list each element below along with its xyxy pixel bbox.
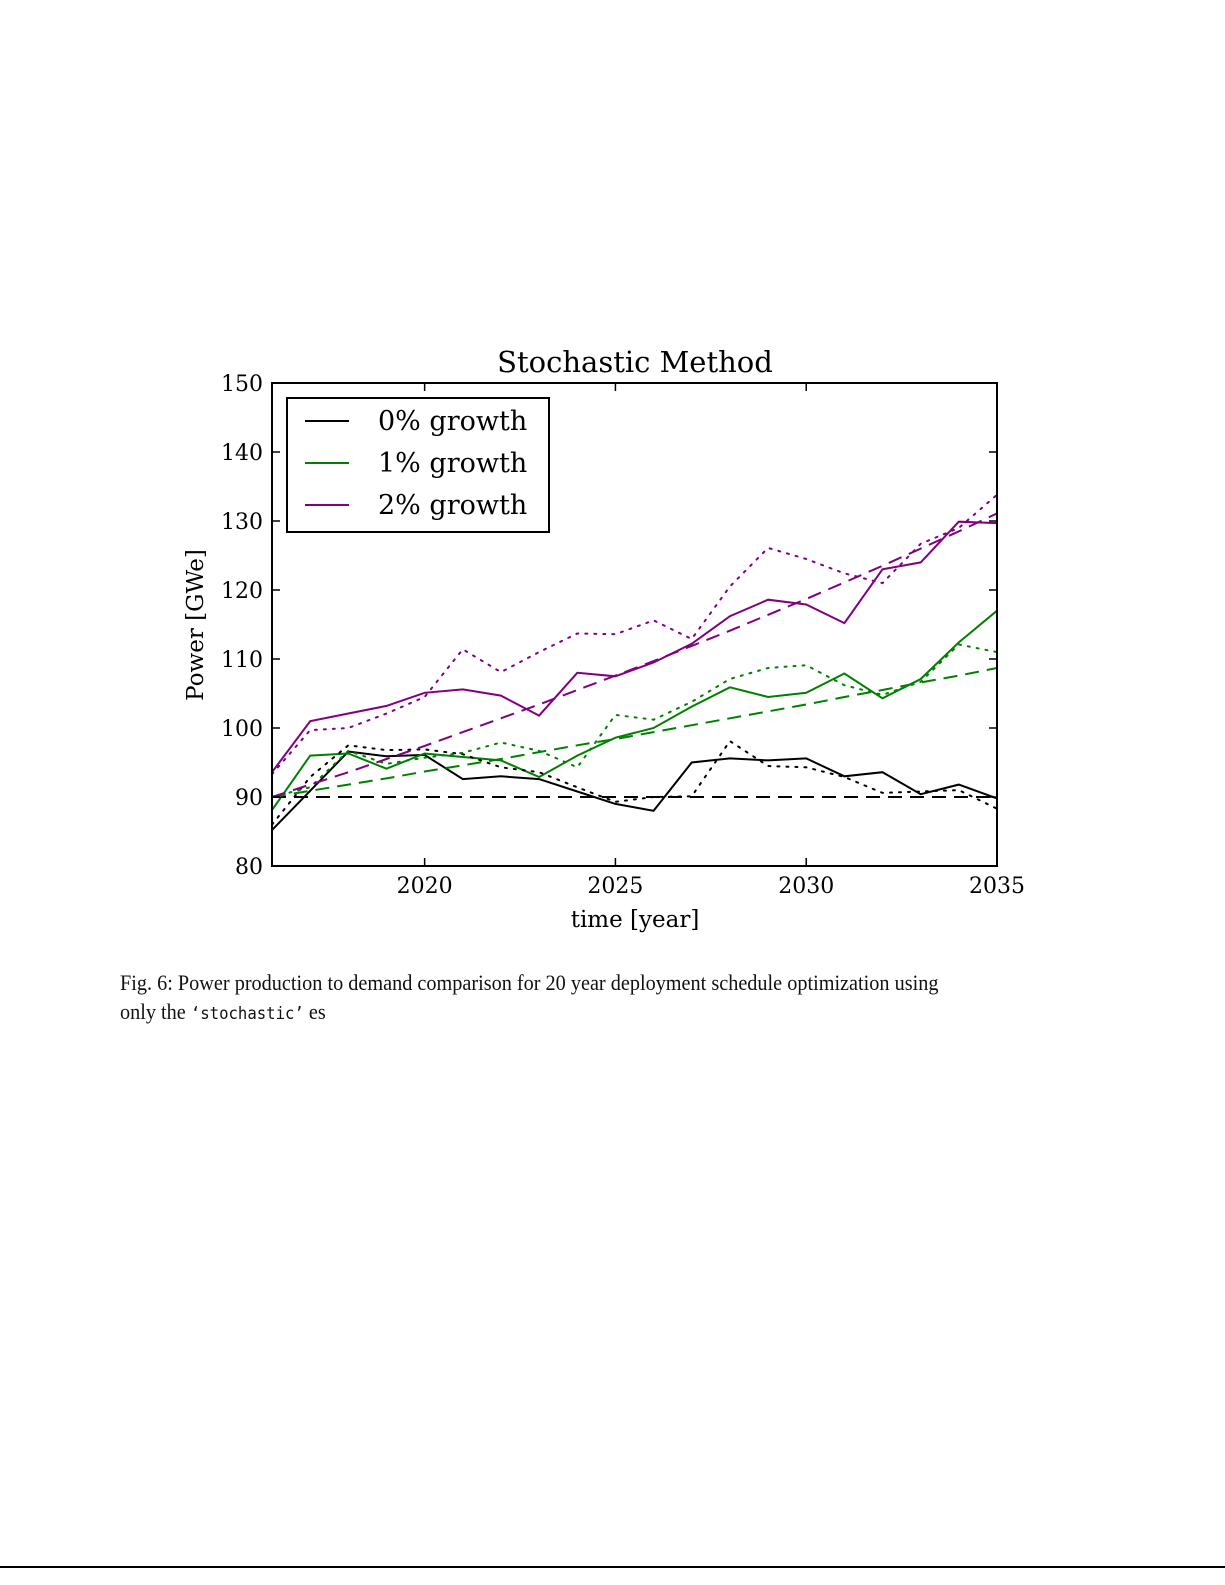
y-tick-label: 140 [221, 441, 263, 466]
legend: 0% growth 1% growth 2% growth [286, 397, 550, 533]
caption-line-1: Fig. 6: Power production to demand compa… [120, 970, 939, 995]
power-chart: Stochastic Method 2020 2025 2030 2035 80 90 10… [183, 345, 1025, 933]
chart-title: Stochastic Method [497, 345, 773, 379]
series-line-dotted-5 [271, 493, 998, 776]
y-tick-label: 90 [235, 786, 263, 811]
series-line-dashed-8 [271, 512, 998, 798]
x-tick-label: 2035 [969, 874, 1025, 899]
series-line-0-growth [271, 750, 998, 831]
y-tick-label: 110 [221, 648, 263, 673]
y-axis-label: Power [GWe] [183, 549, 209, 701]
caption-text-end: es [303, 999, 326, 1024]
caption-code: ‘stochastic’ [190, 1004, 304, 1024]
series-line-2-growth [271, 520, 998, 773]
x-tick-label: 2030 [778, 874, 834, 899]
y-tick-label: 120 [221, 579, 263, 604]
legend-label: 0% growth [378, 406, 527, 437]
x-tick-label: 2025 [587, 874, 643, 899]
series-line-dotted-4 [271, 643, 998, 798]
figure-caption: Fig. 6: Power production to demand compa… [120, 968, 1022, 1029]
y-tick-label: 80 [235, 855, 263, 880]
series-line-dotted-3 [271, 739, 998, 826]
ticks-layer: 2020 2025 2030 2035 80 90 100 110 120 130 140 150 [221, 372, 1025, 899]
plot-frame [271, 382, 998, 867]
x-tick-label: 2020 [397, 874, 453, 899]
y-tick-label: 100 [221, 717, 263, 742]
y-tick-label: 150 [221, 372, 263, 397]
page-bottom-rule [0, 1566, 1225, 1568]
caption-line-2: only the ‘stochastic’ es [120, 997, 1022, 1029]
series-line-1-growth [271, 609, 998, 811]
series-line-dashed-7 [271, 667, 998, 798]
legend-label: 1% growth [378, 448, 527, 479]
y-tick-label: 130 [221, 510, 263, 535]
x-axis-label: time [year] [571, 907, 700, 933]
caption-text: only the [120, 999, 191, 1024]
series-layer [271, 493, 998, 831]
legend-label: 2% growth [378, 490, 527, 521]
